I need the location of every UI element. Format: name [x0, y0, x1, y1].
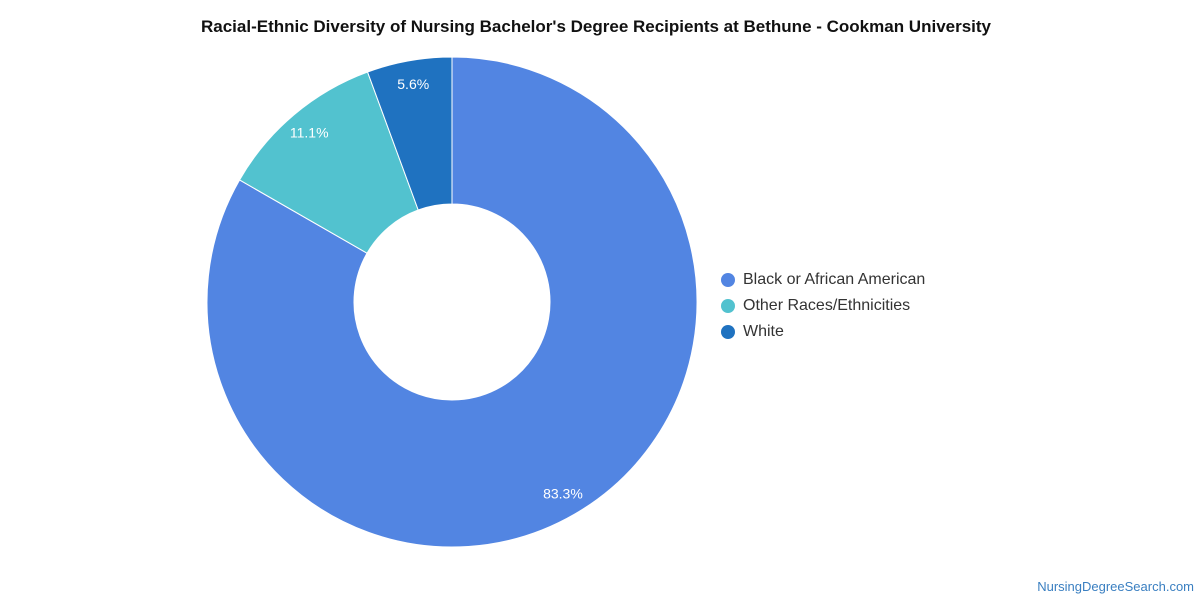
slice-value-label: 83.3%: [543, 486, 583, 502]
slice-value-label: 11.1%: [290, 125, 329, 141]
donut-slice-black-or-african-american[interactable]: [206, 56, 698, 548]
legend-item-black-or-african-american[interactable]: Black or African American: [721, 267, 925, 293]
chart-legend: Black or African American Other Races/Et…: [721, 267, 925, 345]
donut-slice-white[interactable]: [366, 56, 453, 211]
legend-swatch: [721, 273, 735, 287]
donut-slice-other-races-ethnicities[interactable]: [238, 71, 419, 254]
source-credit-link[interactable]: NursingDegreeSearch.com: [1037, 579, 1194, 594]
legend-label: Other Races/Ethnicities: [743, 297, 911, 314]
legend-swatch: [721, 325, 735, 339]
slice-value-label: 5.6%: [397, 76, 429, 92]
legend-item-white[interactable]: White: [721, 319, 925, 345]
chart-title: Racial-Ethnic Diversity of Nursing Bache…: [200, 17, 992, 36]
legend-item-other-races-ethnicities[interactable]: Other Races/Ethnicities: [721, 293, 925, 319]
legend-label: Black or African American: [743, 271, 926, 288]
legend-label: White: [743, 323, 784, 340]
legend-swatch: [721, 299, 735, 313]
